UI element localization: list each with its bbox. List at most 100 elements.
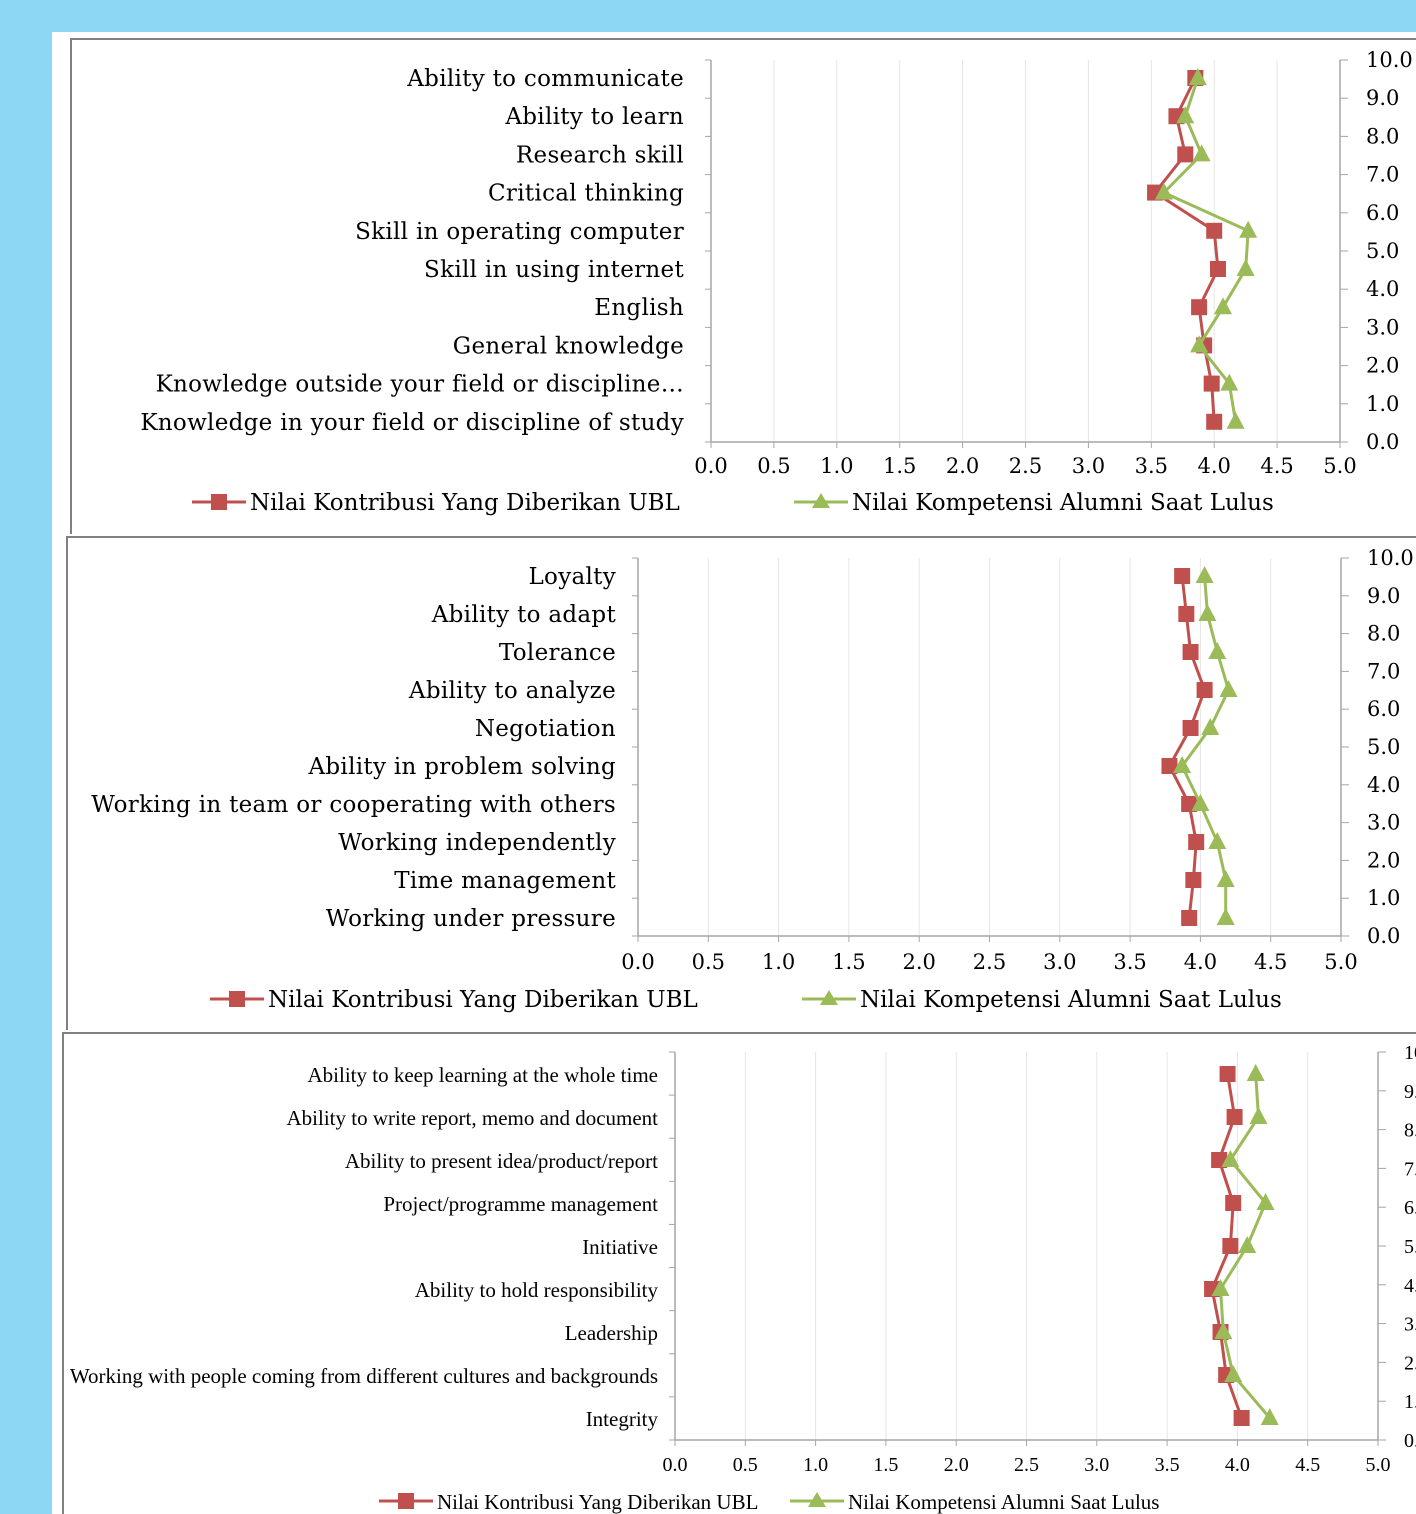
data-point-alumni [1238, 1236, 1257, 1253]
x-tick-label: 5.0 [1366, 1454, 1391, 1476]
y2-tick-label: 7.0 [1366, 163, 1399, 187]
data-point-alumni [1195, 566, 1214, 583]
legend-marker-triangle [820, 990, 838, 1005]
data-point-alumni [1220, 373, 1239, 391]
data-point-ubl [1233, 1410, 1250, 1426]
data-point-ubl [1222, 1238, 1239, 1254]
data-point-ubl [1206, 413, 1223, 430]
x-tick-label: 3.5 [1135, 454, 1168, 478]
y2-tick-label: 9.0 [1404, 1081, 1416, 1103]
y2-tick-label: 1.0 [1404, 1391, 1416, 1413]
y2-tick-label: 3.0 [1367, 811, 1400, 835]
category-label: Project/programme management [383, 1192, 658, 1216]
chart-panel-work-skills: 0.0 0.5 1.0 1.5 2.0 2.5 3.0 3.5 4.0 4.5 5.0 10.0 9.0… [62, 1032, 1416, 1514]
y2-tick-label: 6.0 [1367, 697, 1400, 721]
y2-tick-label: 4.0 [1404, 1275, 1416, 1297]
category-label: Ability to write report, memo and docume… [287, 1106, 659, 1130]
y2-tick-label: 10.0 [1367, 546, 1414, 570]
x-tick-label: 5.0 [1323, 454, 1356, 478]
category-label: Working independently [338, 830, 616, 856]
legend-label: Nilai Kontribusi Yang Diberikan UBL [268, 987, 698, 1013]
category-label: Initiative [582, 1235, 658, 1259]
y2-tick-label: 5.0 [1366, 239, 1399, 263]
category-label: Ability to keep learning at the whole ti… [308, 1063, 659, 1087]
x-tick-label: 3.0 [1084, 1454, 1109, 1476]
x-tick-label: 4.5 [1254, 950, 1287, 974]
data-point-ubl [1174, 568, 1191, 584]
x-tick-label: 0.5 [692, 950, 725, 974]
y2-tick-label: 10.0 [1404, 1042, 1416, 1064]
y2-tick-label: 2.0 [1366, 354, 1399, 378]
x-tick-label: 0.5 [757, 454, 790, 478]
data-point-ubl [1225, 1195, 1242, 1211]
x-tick-label: 2.5 [973, 950, 1006, 974]
data-point-ubl [1206, 222, 1223, 239]
data-point-alumni [1192, 144, 1211, 162]
legend-label: Nilai Kompetensi Alumni Saat Lulus [852, 490, 1274, 516]
y2-tick-label: 1.0 [1366, 392, 1399, 416]
x-tick-label: 2.0 [946, 454, 979, 478]
x-tick-label: 1.0 [803, 1454, 828, 1476]
data-point-ubl [1185, 872, 1202, 888]
category-label: Critical thinking [488, 181, 684, 207]
x-tick-label: 2.0 [944, 1454, 969, 1476]
data-point-alumni [1208, 642, 1227, 659]
category-label: Time management [394, 868, 616, 894]
y2-tick-label: 2.0 [1367, 848, 1400, 872]
x-tick-label: 0.0 [663, 1454, 688, 1476]
category-label: Working with people coming from differen… [70, 1364, 658, 1388]
data-point-ubl [1191, 299, 1208, 316]
series-line-ubl [1152, 77, 1220, 422]
data-point-ubl [1226, 1109, 1243, 1125]
legend-marker-triangle [808, 1492, 826, 1507]
x-tick-label: 4.0 [1184, 950, 1217, 974]
data-point-ubl [1178, 606, 1195, 622]
data-point-alumni [1226, 411, 1245, 429]
x-tick-label: 4.0 [1197, 454, 1230, 478]
legend-marker-square [398, 1493, 414, 1509]
y2-tick-label: 6.0 [1366, 201, 1399, 225]
x-tick-label: 3.0 [1072, 454, 1105, 478]
x-tick-label: 1.5 [873, 1454, 898, 1476]
category-label: Knowledge outside your field or discipli… [156, 372, 684, 398]
chart-svg-2: 0.0 0.5 1.0 1.5 2.0 2.5 3.0 3.5 4.0 4.5 5.0 10.0 9.0… [70, 1042, 1416, 1514]
y2-tick-label: 1.0 [1367, 886, 1400, 910]
data-point-ubl [1188, 834, 1205, 850]
data-point-ubl [1209, 261, 1226, 277]
data-point-alumni [1201, 718, 1220, 735]
data-point-alumni [1176, 106, 1195, 124]
category-label: Leadership [565, 1321, 658, 1345]
category-label: Working in team or cooperating with othe… [91, 792, 616, 818]
y2-tick-label: 9.0 [1366, 86, 1399, 110]
category-label: Negotiation [475, 716, 616, 742]
data-point-alumni [1249, 1107, 1268, 1124]
data-point-ubl [1219, 1066, 1236, 1082]
x-tick-label: 4.0 [1225, 1454, 1250, 1476]
x-tick-label: 5.0 [1324, 950, 1357, 974]
category-label: Integrity [586, 1407, 659, 1431]
x-tick-label: 3.0 [1043, 950, 1076, 974]
chart-panel-personal-skills: 0.0 0.5 1.0 1.5 2.0 2.5 3.0 3.5 4.0 4.5 5.0 10.0 9.0… [66, 536, 1416, 1030]
data-point-alumni [1191, 794, 1210, 811]
category-label: Ability to present idea/product/report [345, 1149, 658, 1173]
x-tick-label: 3.5 [1155, 1454, 1180, 1476]
x-tick-label: 1.5 [832, 950, 865, 974]
x-tick-label: 0.0 [694, 454, 727, 478]
data-point-alumni [1211, 1279, 1230, 1296]
y2-tick-label: 6.0 [1404, 1197, 1416, 1219]
y2-tick-label: 0.0 [1404, 1430, 1416, 1452]
legend-marker-square [211, 494, 227, 510]
data-point-alumni [1214, 1322, 1233, 1339]
y2-tick-label: 8.0 [1404, 1120, 1416, 1142]
category-label: Ability to communicate [406, 66, 684, 92]
y2-tick-label: 7.0 [1367, 659, 1400, 683]
data-point-alumni [1260, 1408, 1279, 1425]
data-point-alumni [1208, 832, 1227, 849]
data-point-ubl [1203, 375, 1220, 392]
series-line-alumni [1180, 575, 1231, 918]
y2-tick-label: 10.0 [1366, 48, 1413, 72]
data-point-alumni [1198, 604, 1217, 621]
category-label: Ability to analyze [408, 678, 616, 704]
y2-tick-label: 9.0 [1367, 584, 1400, 608]
category-label: Ability to hold responsibility [415, 1278, 659, 1302]
